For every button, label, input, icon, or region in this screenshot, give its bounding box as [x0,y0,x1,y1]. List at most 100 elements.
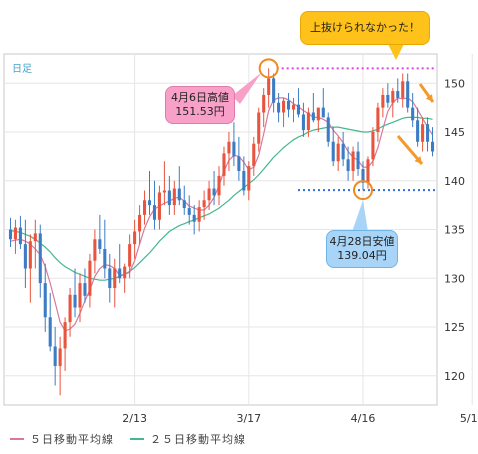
candle-body [103,249,107,269]
candle [43,263,47,332]
candle-body [13,227,17,240]
candle [401,73,405,108]
candle [83,268,87,303]
candle [296,88,300,118]
candle [202,190,206,220]
candle [286,93,291,118]
candle-body [93,239,97,261]
candle-body [33,233,37,242]
candle [33,219,37,269]
y-axis: 120 125 130 135 140 145 150 [444,77,465,383]
candle [237,136,241,181]
candle-body [78,283,82,308]
candle-body [272,78,276,103]
candle-body [282,100,286,113]
candle-body [212,188,216,196]
candle [113,258,117,308]
ma25-series [10,116,433,281]
candle [411,93,415,128]
candle [58,336,62,396]
x-tick-label: 5/18 [460,412,478,425]
candle-body [401,81,405,98]
candle [267,68,271,108]
candle [128,234,132,279]
candle [212,171,216,206]
candle [396,78,400,103]
candle-body [73,294,77,308]
ma5-line [10,97,434,332]
candle-body [316,107,320,121]
low-callout-price: 139.04円 [337,249,387,262]
candle-body [157,192,161,220]
candle-body [68,294,72,323]
candle-body [113,268,117,288]
candle-body [252,143,256,167]
candle-body [143,200,147,215]
candle-body [38,233,42,284]
candle [262,88,266,128]
candle [143,190,147,225]
candle-body [172,188,176,206]
candle-body [296,104,300,115]
down-arrow-2-head [414,156,422,164]
ma5-series [10,97,434,332]
candle [8,217,13,248]
candle-body [197,207,201,222]
candle-body [98,239,102,249]
candle [257,107,261,152]
candle [416,107,420,147]
candle-body [58,348,62,366]
down-arrow-1-head [425,94,433,102]
candle-body [133,231,137,245]
candle [331,127,335,167]
candle-body [321,107,325,118]
candle-body [262,94,266,113]
candle [192,205,196,235]
candle-body [341,143,345,160]
failed-breakout-callout: 上抜けられなかった！ [300,11,430,45]
candle [167,175,171,215]
candle [371,127,375,167]
candle [73,268,77,318]
annotation-lines [232,44,435,232]
high-callout-pointer [232,72,262,104]
candle-body [326,117,330,142]
candle [147,171,152,215]
candle [346,146,350,181]
candle [88,253,92,308]
candle [406,73,410,113]
candle [291,97,296,123]
x-tick-label: 4/16 [351,412,376,425]
candle-body [346,159,350,171]
candle-body [351,151,355,171]
candle-body [108,268,112,288]
candle-series [8,68,435,396]
candle [63,317,67,371]
candle [197,200,201,232]
candle [162,161,166,206]
ma25-line [10,116,433,281]
candle [336,136,340,171]
candle [123,263,127,293]
candle [23,219,27,288]
legend-item-ma5: ５日移動平均線 [10,431,114,447]
candle-body [381,94,385,108]
candle-body [217,175,221,196]
candle [242,156,246,196]
candle-body [187,208,191,215]
high-price-callout: 4月6日高値 151.53円 [165,86,235,124]
candle [172,180,176,215]
candle-body [118,268,122,279]
candle [138,205,142,245]
candle-body [247,166,251,191]
candle [207,180,211,210]
candle [252,136,256,176]
low-marker-circle [353,180,374,201]
candle [28,234,32,303]
candle-body [286,100,291,110]
candle [306,107,310,137]
candle-body [406,81,410,108]
candle [103,219,107,279]
candle-body [336,143,340,162]
ma25-legend-label: ２５日移動平均線 [150,433,246,446]
